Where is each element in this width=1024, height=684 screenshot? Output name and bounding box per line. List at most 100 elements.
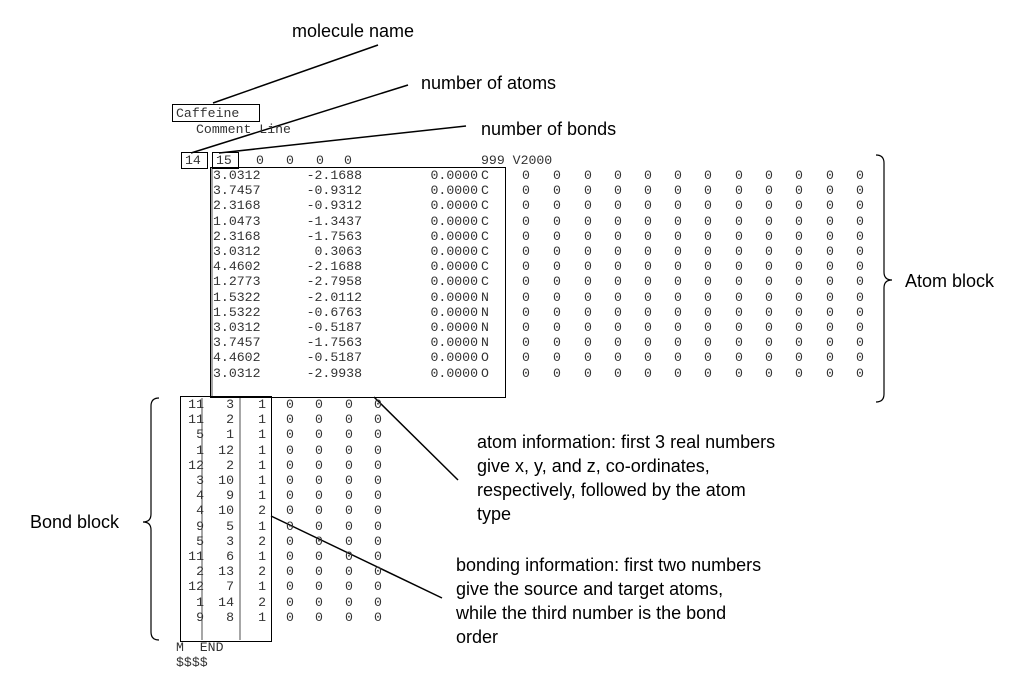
atom-field: 0 xyxy=(795,168,803,183)
atom-field: 0 xyxy=(584,304,592,320)
bond-field: 0 xyxy=(345,473,353,488)
bonds-leader xyxy=(218,125,467,154)
atom-field: 0 xyxy=(856,168,864,183)
atom-field: 0 xyxy=(826,274,834,290)
atom-field: 0 xyxy=(553,168,561,183)
atom-z: 0.0000 xyxy=(430,365,478,381)
bond-order: 1 xyxy=(258,473,266,488)
atom-field: 0 xyxy=(735,320,743,335)
bond-field: 0 xyxy=(345,427,353,443)
atom-field: 0 xyxy=(674,213,682,229)
atom-type: N xyxy=(481,289,489,305)
atom-info-line: type xyxy=(477,504,512,524)
atom-y: -0.5187 xyxy=(306,320,362,335)
atom-x: 3.0312 xyxy=(213,168,261,183)
bond-target: 3 xyxy=(226,533,234,549)
atom-field: 0 xyxy=(735,228,743,244)
atom-field: 0 xyxy=(765,365,773,381)
atom-type: C xyxy=(481,259,489,275)
bond-field: 0 xyxy=(345,488,353,504)
atom-field: 0 xyxy=(735,274,743,290)
atom-field: 0 xyxy=(522,320,530,335)
atom-field: 0 xyxy=(522,198,530,214)
atom-field: 0 xyxy=(826,259,834,275)
bond-field: 0 xyxy=(345,442,353,458)
atom-field: 0 xyxy=(614,259,622,275)
atom-field: 0 xyxy=(826,289,834,305)
atom-field: 0 xyxy=(553,198,561,214)
atom-field: 0 xyxy=(644,350,652,366)
atom-field: 0 xyxy=(704,274,712,290)
bond-triplet-box xyxy=(180,396,272,642)
atom-field: 0 xyxy=(826,304,834,320)
atom-field: 0 xyxy=(735,365,743,381)
atom-type: C xyxy=(481,168,489,183)
atom-type: N xyxy=(481,335,489,351)
atom-field: 0 xyxy=(522,213,530,229)
bond-field: 0 xyxy=(345,457,353,473)
atom-field: 0 xyxy=(614,228,622,244)
atom-field: 0 xyxy=(735,213,743,229)
atom-field: 0 xyxy=(795,244,803,259)
atom-type: C xyxy=(481,183,489,199)
atom-type: O xyxy=(481,350,489,366)
atom-field: 0 xyxy=(522,274,530,290)
bond-order: 1 xyxy=(258,442,266,458)
bond-order: 1 xyxy=(258,488,266,504)
atom-field: 0 xyxy=(584,244,592,259)
atom-field: 0 xyxy=(674,259,682,275)
atom-field: 0 xyxy=(735,304,743,320)
atom-field: 0 xyxy=(584,183,592,199)
atom-field: 0 xyxy=(553,274,561,290)
bond-order: 1 xyxy=(258,609,266,625)
count-field: 0 xyxy=(256,153,264,168)
atom-field: 0 xyxy=(826,365,834,381)
atom-field: 0 xyxy=(765,228,773,244)
atom-type: C xyxy=(481,228,489,244)
atom-field: 0 xyxy=(674,168,682,183)
atom-field: 0 xyxy=(674,320,682,335)
atom-field: 0 xyxy=(644,259,652,275)
bond-source: 3 xyxy=(196,473,204,488)
bond-field: 0 xyxy=(374,473,382,488)
atom-field: 0 xyxy=(795,289,803,305)
atom-z: 0.0000 xyxy=(430,259,478,275)
bond-field: 0 xyxy=(374,564,382,580)
atom-field: 0 xyxy=(856,289,864,305)
bond-source: 4 xyxy=(196,488,204,504)
atom-y: -2.1688 xyxy=(306,168,362,183)
atom-field: 0 xyxy=(795,335,803,351)
atom-field: 0 xyxy=(856,365,864,381)
atom-field: 0 xyxy=(826,320,834,335)
atom-z: 0.0000 xyxy=(430,213,478,229)
atom-z: 0.0000 xyxy=(430,289,478,305)
bond-target: 8 xyxy=(226,609,234,625)
atom-field: 0 xyxy=(795,259,803,275)
bond-field: 0 xyxy=(315,397,323,412)
bond-order: 1 xyxy=(258,397,266,412)
atom-field: 0 xyxy=(856,304,864,320)
atom-field: 0 xyxy=(584,168,592,183)
bond-count-box xyxy=(212,152,239,169)
atom-z: 0.0000 xyxy=(430,320,478,335)
atom-field: 0 xyxy=(704,168,712,183)
atom-field: 0 xyxy=(735,259,743,275)
atom-y: -0.9312 xyxy=(306,183,362,199)
atom-field: 0 xyxy=(704,213,712,229)
atom-field: 0 xyxy=(704,320,712,335)
atom-y: -1.7563 xyxy=(306,228,362,244)
atom-field: 0 xyxy=(826,244,834,259)
atom-field: 0 xyxy=(795,350,803,366)
atom-block-brace xyxy=(875,154,893,403)
atoms-leader xyxy=(190,84,409,154)
atom-field: 0 xyxy=(522,365,530,381)
atom-field: 0 xyxy=(856,274,864,290)
bond-field: 0 xyxy=(374,442,382,458)
atom-field: 0 xyxy=(765,259,773,275)
bond-field: 0 xyxy=(374,503,382,519)
bond-order: 1 xyxy=(258,579,266,595)
atom-x: 2.3168 xyxy=(213,228,261,244)
atom-x: 3.0312 xyxy=(213,244,261,259)
atom-x: 3.7457 xyxy=(213,335,261,351)
bond-source: 5 xyxy=(196,427,204,443)
